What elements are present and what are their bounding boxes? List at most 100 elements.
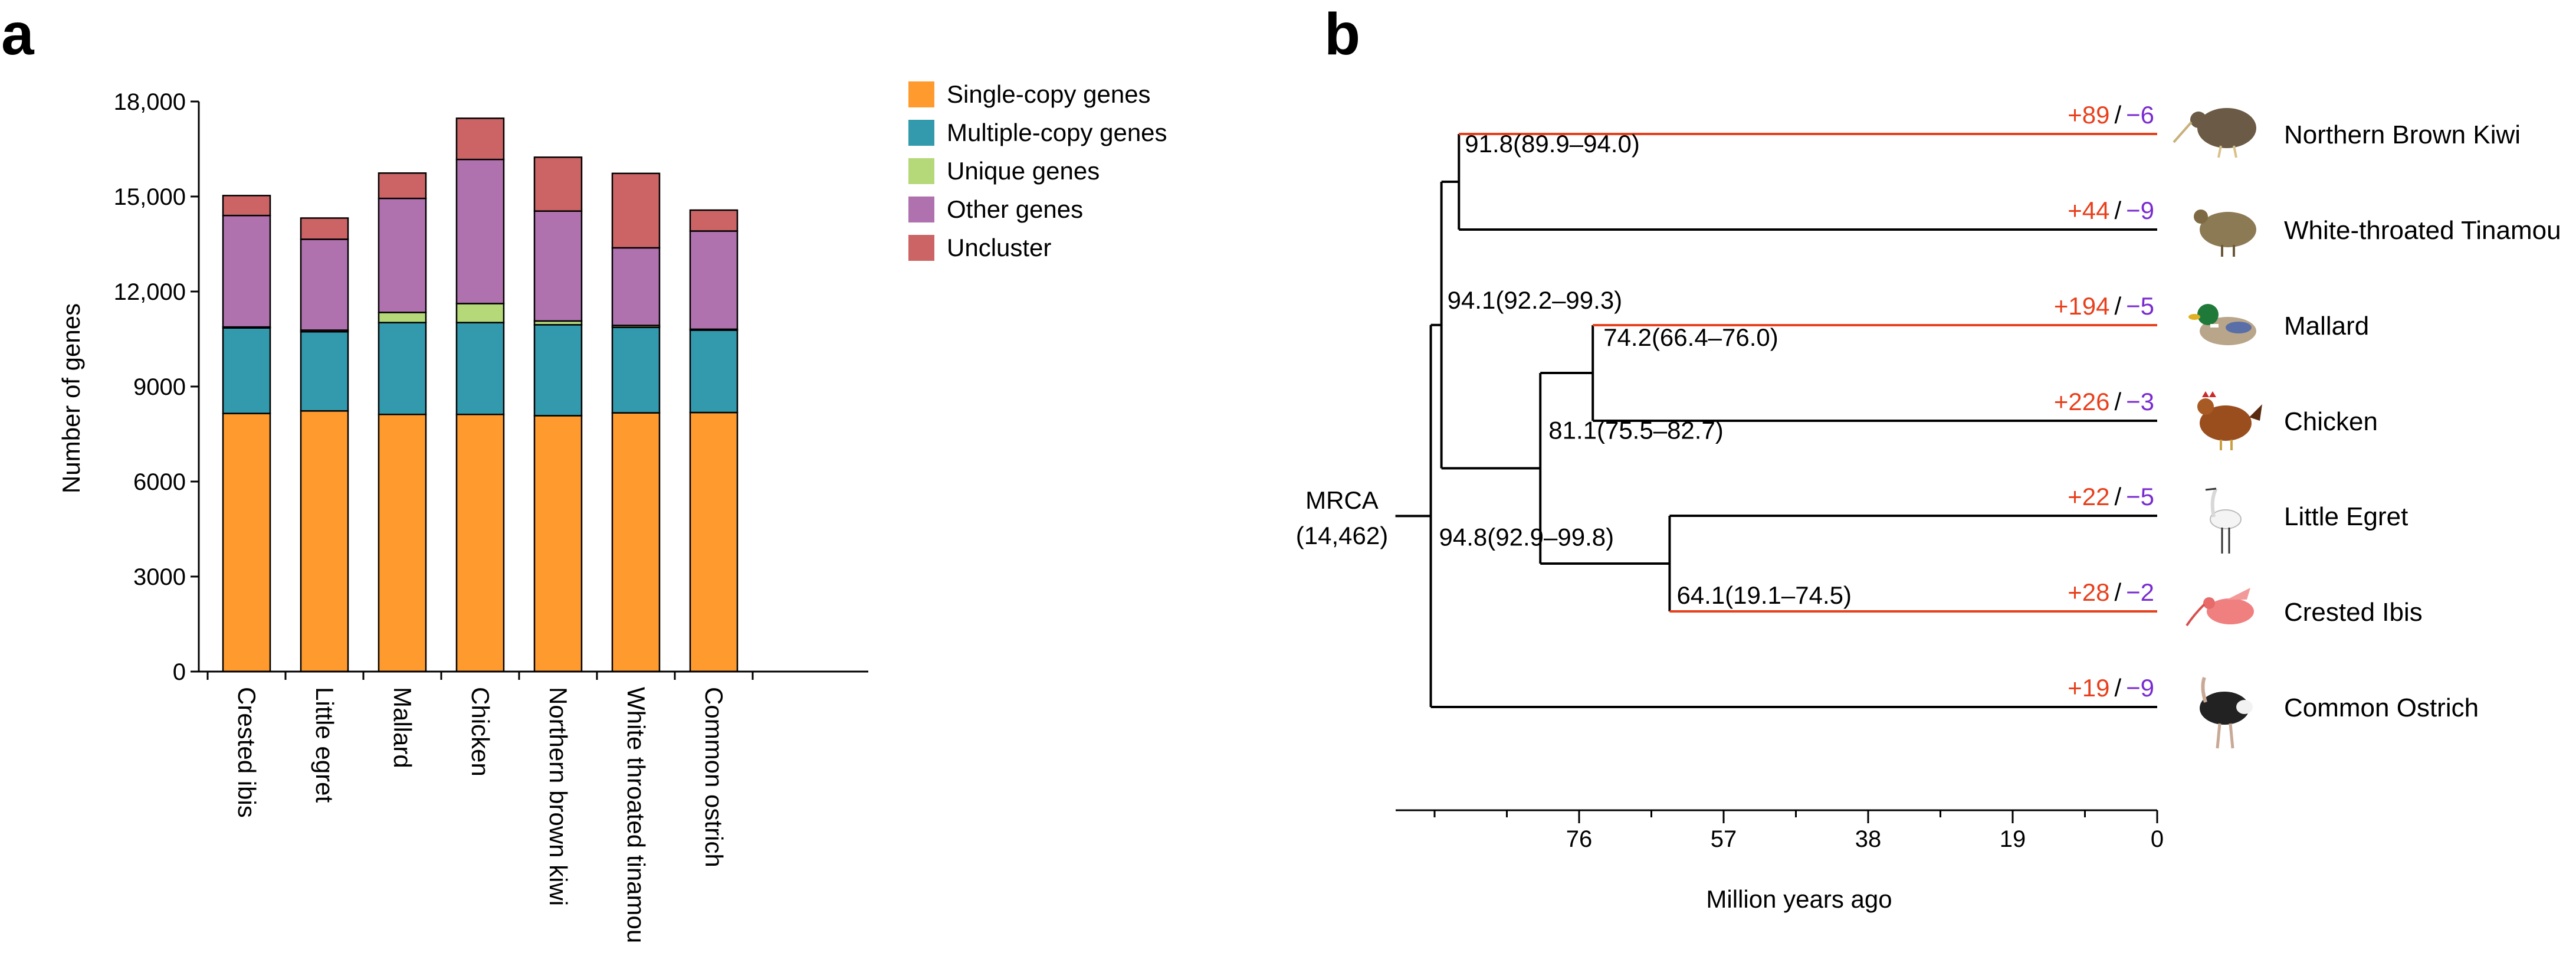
gene-gain-little-egret: +22 (2068, 483, 2109, 510)
gain-loss-separator: / (2114, 578, 2121, 606)
taxon-label-white-throated-tinamou: White-throated Tinamou (2284, 216, 2561, 245)
ostrich-bird-icon (2200, 676, 2253, 749)
ibis-bird-icon (2186, 588, 2254, 627)
x-tick-label-little-egret: Little egret (311, 687, 339, 803)
gene-loss-mallard: −5 (2126, 292, 2154, 320)
tinamou-bird-icon (2194, 209, 2256, 257)
taxon-label-mallard: Mallard (2284, 312, 2369, 341)
tree-labels: 94.8(92.9–99.8) 94.1(92.2–99.3) 91.8(89.9–… (1296, 101, 2561, 722)
x-tick-label-northern-brown-kiwi: Northern brown kiwi (544, 687, 572, 906)
node-label-94-1-92-2-99-3: 94.1(92.2–99.3) (1448, 286, 1623, 314)
bar-segment-little-egret-other-genes (300, 238, 349, 331)
gain-loss-label-northern-brown-kiwi: +89/−6 (2068, 101, 2154, 129)
legend-swatch-multiple-copy-genes (908, 120, 934, 146)
tree-branches (1395, 133, 2157, 708)
taxon-label-crested-ibis: Crested Ibis (2284, 598, 2423, 627)
y-tick-label: 3000 (133, 564, 186, 590)
bar-segment-mallard-other-genes (378, 197, 427, 313)
root-label: MRCA (1305, 486, 1379, 514)
legend-label-other-genes: Other genes (947, 195, 1083, 223)
time-axis-tick-label: 19 (2000, 826, 2026, 852)
node-label-81-1-75-5-82-7: 81.1(75.5–82.7) (1548, 417, 1724, 444)
bar-segment-chicken-uncluster (455, 117, 505, 161)
gene-gain-northern-brown-kiwi: +89 (2068, 101, 2109, 129)
taxon-label-common-ostrich: Common Ostrich (2284, 693, 2479, 722)
gene-loss-crested-ibis: −2 (2126, 578, 2154, 606)
bar-segment-common-ostrich-single-copy-genes (689, 411, 739, 673)
bar-segment-common-ostrich-other-genes (689, 230, 739, 330)
gain-loss-label-little-egret: +22/−5 (2068, 483, 2154, 510)
y-tick-label: 0 (173, 659, 186, 685)
x-tick-label-white-throated-tinamou: White throated tinamou (622, 687, 650, 943)
bar-segment-mallard-uncluster (378, 172, 427, 199)
gene-gain-white-throated-tinamou: +44 (2068, 197, 2109, 224)
bar-segment-white-throated-tinamou-uncluster (611, 172, 661, 249)
time-axis-tick-label: 57 (1711, 826, 1737, 852)
legend: Single-copy genes Multiple-copy genes Uniq… (908, 80, 1167, 261)
bar-segment-chicken-single-copy-genes (455, 413, 505, 673)
bar-segment-white-throated-tinamou-single-copy-genes (611, 412, 661, 673)
chicken-bird-icon (2197, 391, 2262, 450)
bar-segment-mallard-unique-genes (378, 312, 427, 323)
bar-segment-white-throated-tinamou-other-genes (611, 247, 661, 326)
legend-label-unique-genes: Unique genes (947, 157, 1100, 185)
bar-segment-little-egret-multiple-copy-genes (300, 330, 349, 412)
legend-swatch-single-copy-genes (908, 81, 934, 107)
time-axis-label: Million years ago (1706, 885, 1892, 913)
legend-swatch-unique-genes (908, 158, 934, 184)
gain-loss-label-chicken: +226/−3 (2054, 388, 2154, 415)
taxon-label-chicken: Chicken (2284, 407, 2378, 436)
y-tick-label: 15,000 (114, 184, 186, 210)
bar-segment-common-ostrich-multiple-copy-genes (689, 329, 739, 414)
bar-segment-crested-ibis-single-copy-genes (222, 413, 271, 673)
x-tick-label-mallard: Mallard (389, 687, 416, 768)
y-tick-label: 9000 (133, 374, 186, 400)
gene-loss-common-ostrich: −9 (2126, 674, 2154, 702)
x-tick-label-chicken: Chicken (467, 687, 494, 777)
root-gene-count: (14,462) (1296, 522, 1388, 549)
gain-loss-separator: / (2114, 197, 2121, 224)
bar-segment-northern-brown-kiwi-single-copy-genes (533, 415, 583, 673)
legend-label-multiple-copy-genes: Multiple-copy genes (947, 119, 1167, 146)
node-label-91-8-89-9-94-0: 91.8(89.9–94.0) (1465, 130, 1640, 158)
bar-segment-chicken-multiple-copy-genes (455, 322, 505, 415)
gain-loss-separator: / (2114, 674, 2121, 702)
bar-segment-crested-ibis-multiple-copy-genes (222, 327, 271, 414)
kiwi-bird-icon (2173, 108, 2256, 158)
time-axis: 76 57 38 19 0 Million years ago (1396, 809, 2164, 913)
legend-label-single-copy-genes: Single-copy genes (947, 80, 1151, 108)
gain-loss-separator: / (2114, 483, 2121, 510)
bar-segment-white-throated-tinamou-multiple-copy-genes (611, 326, 661, 414)
gene-gain-crested-ibis: +28 (2068, 578, 2109, 606)
y-axis-label: Number of genes (57, 303, 85, 493)
bar-segment-northern-brown-kiwi-uncluster (533, 156, 583, 212)
bar-segment-mallard-multiple-copy-genes (378, 322, 427, 415)
gain-loss-label-crested-ibis: +28/−2 (2068, 578, 2154, 606)
time-axis-tick-label: 0 (2151, 826, 2164, 852)
bar-segment-chicken-other-genes (455, 158, 505, 305)
bird-icons (2173, 108, 2262, 749)
gain-loss-label-common-ostrich: +19/−9 (2068, 674, 2154, 702)
bar-segment-little-egret-single-copy-genes (300, 410, 349, 673)
bar-segment-common-ostrich-uncluster (689, 209, 739, 232)
bar-segment-northern-brown-kiwi-other-genes (533, 210, 583, 322)
time-axis-tick-label: 76 (1566, 826, 1593, 852)
bar-segment-northern-brown-kiwi-multiple-copy-genes (533, 324, 583, 417)
bar-segment-little-egret-uncluster (300, 217, 349, 240)
gene-gain-chicken: +226 (2054, 388, 2110, 415)
panel-b-letter: b (1324, 1, 1360, 67)
gene-gain-mallard: +194 (2054, 292, 2110, 320)
node-label-74-2-66-4-76-0: 74.2(66.4–76.0) (1603, 323, 1778, 351)
gene-loss-white-throated-tinamou: −9 (2126, 197, 2154, 224)
y-tick-label: 18,000 (114, 89, 186, 115)
gene-gain-common-ostrich: +19 (2068, 674, 2109, 702)
x-tick-label-crested-ibis: Crested ibis (233, 687, 261, 818)
gain-loss-separator: / (2114, 292, 2121, 320)
gain-loss-separator: / (2114, 101, 2121, 129)
bar-segment-mallard-single-copy-genes (378, 413, 427, 673)
y-tick-label: 6000 (133, 469, 186, 495)
node-label-94-8-92-9-99-8: 94.8(92.9–99.8) (1439, 523, 1614, 551)
taxon-label-northern-brown-kiwi: Northern Brown Kiwi (2284, 120, 2521, 149)
legend-swatch-uncluster (908, 235, 934, 261)
